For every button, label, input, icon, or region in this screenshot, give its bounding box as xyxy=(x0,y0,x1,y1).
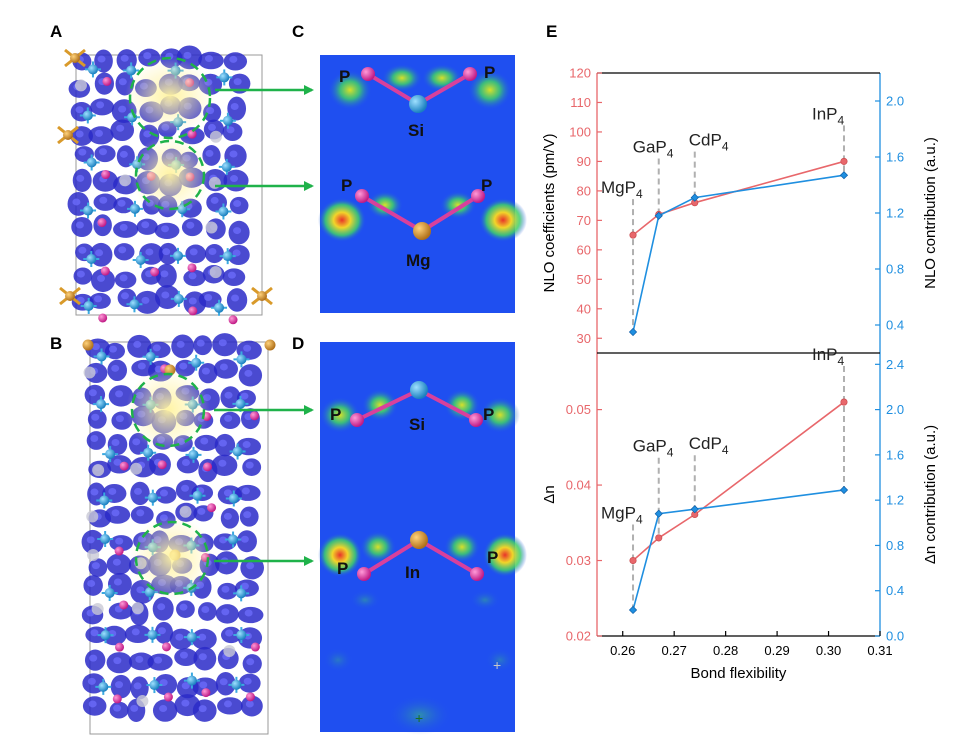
point-label: GaP4 xyxy=(633,437,674,460)
atom-label-c-p1: P xyxy=(339,67,350,86)
y-left-title: Δn xyxy=(541,485,558,503)
crystal-structure-b xyxy=(81,333,276,735)
atom-label-c-p2: P xyxy=(484,63,495,82)
y-left-tick-label: 90 xyxy=(577,154,591,169)
highlight-ring-a2 xyxy=(134,139,206,211)
data-point xyxy=(628,327,638,337)
panel-label-b: B xyxy=(50,334,62,353)
highlight-ring-b2 xyxy=(134,520,210,596)
data-point xyxy=(839,485,849,495)
y-left-tick-label: 120 xyxy=(569,66,591,81)
y-right-tick-label: 0.0 xyxy=(886,629,904,644)
x-tick-label: 0.31 xyxy=(867,643,892,658)
y-left-tick-label: 80 xyxy=(577,183,591,198)
x-tick-label: 0.30 xyxy=(816,643,841,658)
series-line xyxy=(632,489,845,611)
x-axis-title: Bond flexibility xyxy=(691,665,787,682)
y-right-tick-label: 1.2 xyxy=(886,206,904,221)
data-point xyxy=(629,556,637,565)
x-tick-label: 0.28 xyxy=(713,643,738,658)
y-left-tick-label: 50 xyxy=(577,272,591,287)
x-tick-label: 0.27 xyxy=(662,643,687,658)
chart-e: 30 40 50 60 70 80 90 100 110 120 0.4 0.8 1.2 1.6 2.0 NL… xyxy=(541,66,939,683)
density-map-d: + + P P Si P P In xyxy=(318,342,527,735)
data-point xyxy=(654,509,663,518)
density-map-c: P P Si P P Mg xyxy=(318,55,527,313)
y-left-title: NLO coefficients (pm/V) xyxy=(541,134,558,293)
point-label: CdP4 xyxy=(689,434,729,457)
data-point xyxy=(839,171,849,180)
y-right-tick-label: 2.4 xyxy=(886,357,904,372)
data-point xyxy=(840,157,848,165)
series-line xyxy=(632,160,845,236)
svg-text:+: + xyxy=(493,657,501,673)
y-left-tick-label: 70 xyxy=(577,213,591,228)
atom-label-d-p2: P xyxy=(483,405,494,424)
y-left-tick-label: 60 xyxy=(577,242,591,257)
y-left-tick-label: 0.05 xyxy=(566,402,591,417)
y-left-tick-label: 0.03 xyxy=(566,553,591,568)
atom-label-d-si: Si xyxy=(409,415,425,434)
y-right-tick-label: 0.8 xyxy=(886,538,904,553)
y-right-tick-label: 1.6 xyxy=(886,150,904,165)
data-point xyxy=(628,605,638,615)
data-point xyxy=(690,193,699,202)
x-tick-label: 0.26 xyxy=(610,643,635,658)
point-label: CdP4 xyxy=(689,131,729,154)
panel-label-a: A xyxy=(50,22,62,41)
y-left-tick-label: 40 xyxy=(577,301,591,316)
point-label: InP4 xyxy=(812,345,845,368)
atom-label-c-p4: P xyxy=(481,176,492,195)
y-right-tick-label: 2.0 xyxy=(886,94,904,109)
atom-label-c-si: Si xyxy=(408,121,424,140)
panel-label-d: D xyxy=(292,334,304,353)
data-point xyxy=(840,398,848,406)
point-label: InP4 xyxy=(812,104,845,127)
panel-label-e: E xyxy=(546,22,557,41)
y-right-tick-label: 1.6 xyxy=(886,447,904,462)
chart-e-panel-1: 30 40 50 60 70 80 90 100 110 120 0.4 0.8 1.2 1.6 2.0 NL… xyxy=(541,66,939,353)
y-right-tick-label: 0.8 xyxy=(886,262,904,277)
highlight-ring-b1 xyxy=(130,372,206,448)
panel-label-c: C xyxy=(292,22,304,41)
atom-label-d-p4: P xyxy=(487,548,498,567)
y-left-tick-label: 30 xyxy=(577,331,591,346)
x-tick-label: 0.29 xyxy=(764,643,789,658)
data-point xyxy=(655,534,663,542)
y-right-tick-label: 1.2 xyxy=(886,493,904,508)
y-right-title: NLO contribution (a.u.) xyxy=(922,137,939,289)
svg-text:+: + xyxy=(415,710,423,726)
atom-label-c-p3: P xyxy=(341,176,352,195)
y-right-title: Δn contribution (a.u.) xyxy=(922,425,939,564)
series-line xyxy=(632,174,845,333)
chart-e-panel-2: 0.02 0.03 0.04 0.05 0.0 0.4 0.8 1.2 1.6 2.0 2.4 0.2… xyxy=(541,345,939,682)
series-line xyxy=(632,401,845,562)
y-left-tick-label: 0.02 xyxy=(566,629,591,644)
highlight-ring-a1 xyxy=(128,56,212,140)
point-label: MgP4 xyxy=(601,178,643,201)
data-point xyxy=(629,231,637,239)
y-right-tick-label: 0.4 xyxy=(886,583,904,598)
data-point xyxy=(654,211,663,220)
atom-label-d-in: In xyxy=(405,563,420,582)
y-right-tick-label: 2.0 xyxy=(886,402,904,417)
crystal-structure-a xyxy=(57,45,273,325)
atom-label-d-p3: P xyxy=(337,559,348,578)
y-right-tick-label: 0.4 xyxy=(886,318,904,333)
data-point xyxy=(690,505,699,514)
point-label: MgP4 xyxy=(601,504,643,527)
atom-label-d-p1: P xyxy=(330,405,341,424)
y-left-tick-label: 110 xyxy=(570,95,591,110)
point-label: GaP4 xyxy=(633,137,674,160)
y-left-tick-label: 0.04 xyxy=(566,478,591,493)
y-left-tick-label: 100 xyxy=(569,124,591,139)
atom-label-c-mg: Mg xyxy=(406,251,431,270)
